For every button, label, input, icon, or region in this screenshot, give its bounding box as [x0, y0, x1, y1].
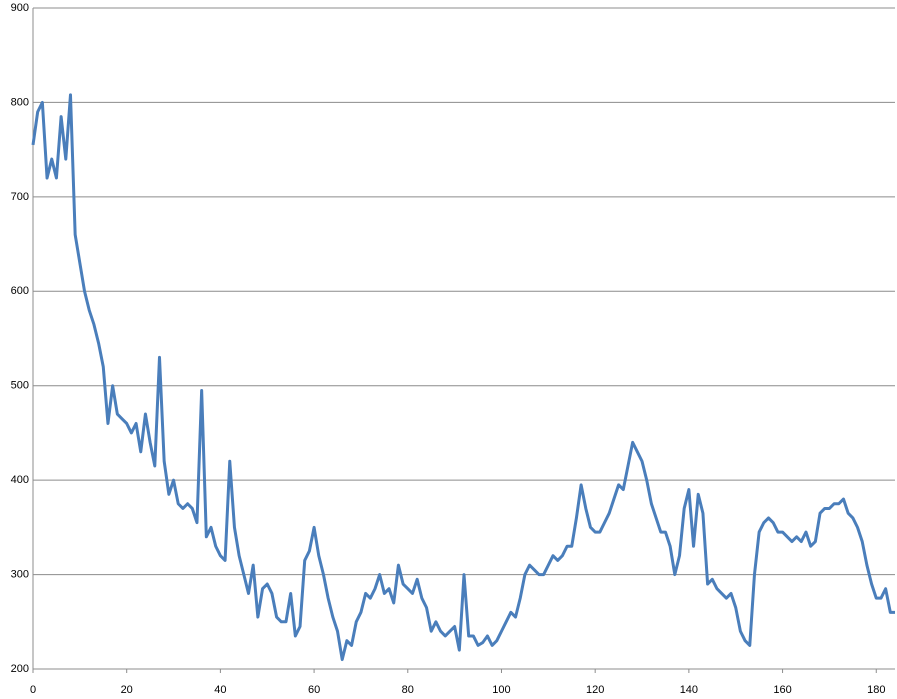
y-tick-label: 600	[11, 285, 29, 297]
y-tick-label: 200	[11, 663, 29, 675]
x-tick-label: 20	[121, 684, 133, 696]
x-tick-label: 160	[773, 684, 791, 696]
x-tick-label: 120	[586, 684, 604, 696]
x-tick-label: 180	[867, 684, 885, 696]
y-tick-label: 800	[11, 96, 29, 108]
x-tick-label: 140	[680, 684, 698, 696]
x-tick-label: 60	[308, 684, 320, 696]
y-tick-label: 400	[11, 474, 29, 486]
data-line	[31, 93, 895, 662]
x-tick-label: 40	[214, 684, 226, 696]
x-tick-label: 100	[492, 684, 510, 696]
y-tick-label: 900	[11, 2, 29, 14]
x-tick-label: 80	[402, 684, 414, 696]
y-tick-label: 700	[11, 191, 29, 203]
x-tick-label: 0	[30, 684, 36, 696]
y-tick-label: 300	[11, 568, 29, 580]
y-tick-label: 500	[11, 380, 29, 392]
